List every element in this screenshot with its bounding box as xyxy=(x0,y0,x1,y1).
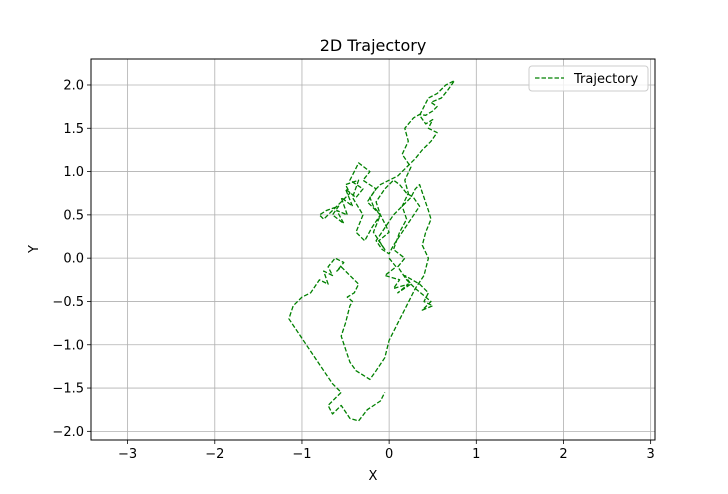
y-tick-label: −2.0 xyxy=(52,425,84,440)
x-tick-label: −2 xyxy=(205,447,224,462)
x-tick-label: 2 xyxy=(559,447,567,462)
grid xyxy=(91,59,655,440)
x-tick-label: 1 xyxy=(472,447,480,462)
x-axis-label: X xyxy=(369,469,378,484)
y-tick-label: −1.0 xyxy=(52,338,84,353)
tick-labels: −3 −2 −1 0 1 2 3 −2.0 −1.5 −1.0 −0.5 0.0 0.5 1.0 1.5 2.… xyxy=(52,78,654,462)
y-tick-label: 1.5 xyxy=(63,122,84,137)
x-tick-label: −1 xyxy=(292,447,311,462)
ticks xyxy=(87,84,652,444)
plot-area xyxy=(91,59,655,440)
chart-title: 2D Trajectory xyxy=(320,36,427,55)
y-tick-label: −1.5 xyxy=(52,382,84,397)
y-tick-label: 0.5 xyxy=(63,208,84,223)
x-tick-label: 3 xyxy=(647,447,655,462)
y-tick-label: −0.5 xyxy=(52,295,84,310)
y-tick-label: 0.0 xyxy=(63,252,84,267)
x-tick-label: 0 xyxy=(385,447,393,462)
legend: Trajectory xyxy=(528,65,649,92)
x-tick-label: −3 xyxy=(118,447,137,462)
y-axis-label: Y xyxy=(27,245,42,254)
y-tick-label: 1.0 xyxy=(63,165,84,180)
legend-label: Trajectory xyxy=(573,72,638,87)
y-tick-label: 2.0 xyxy=(63,78,84,93)
trajectory-line xyxy=(288,79,456,422)
series-layer xyxy=(288,79,456,422)
axes-frame xyxy=(90,58,656,441)
legend-box xyxy=(528,65,649,92)
